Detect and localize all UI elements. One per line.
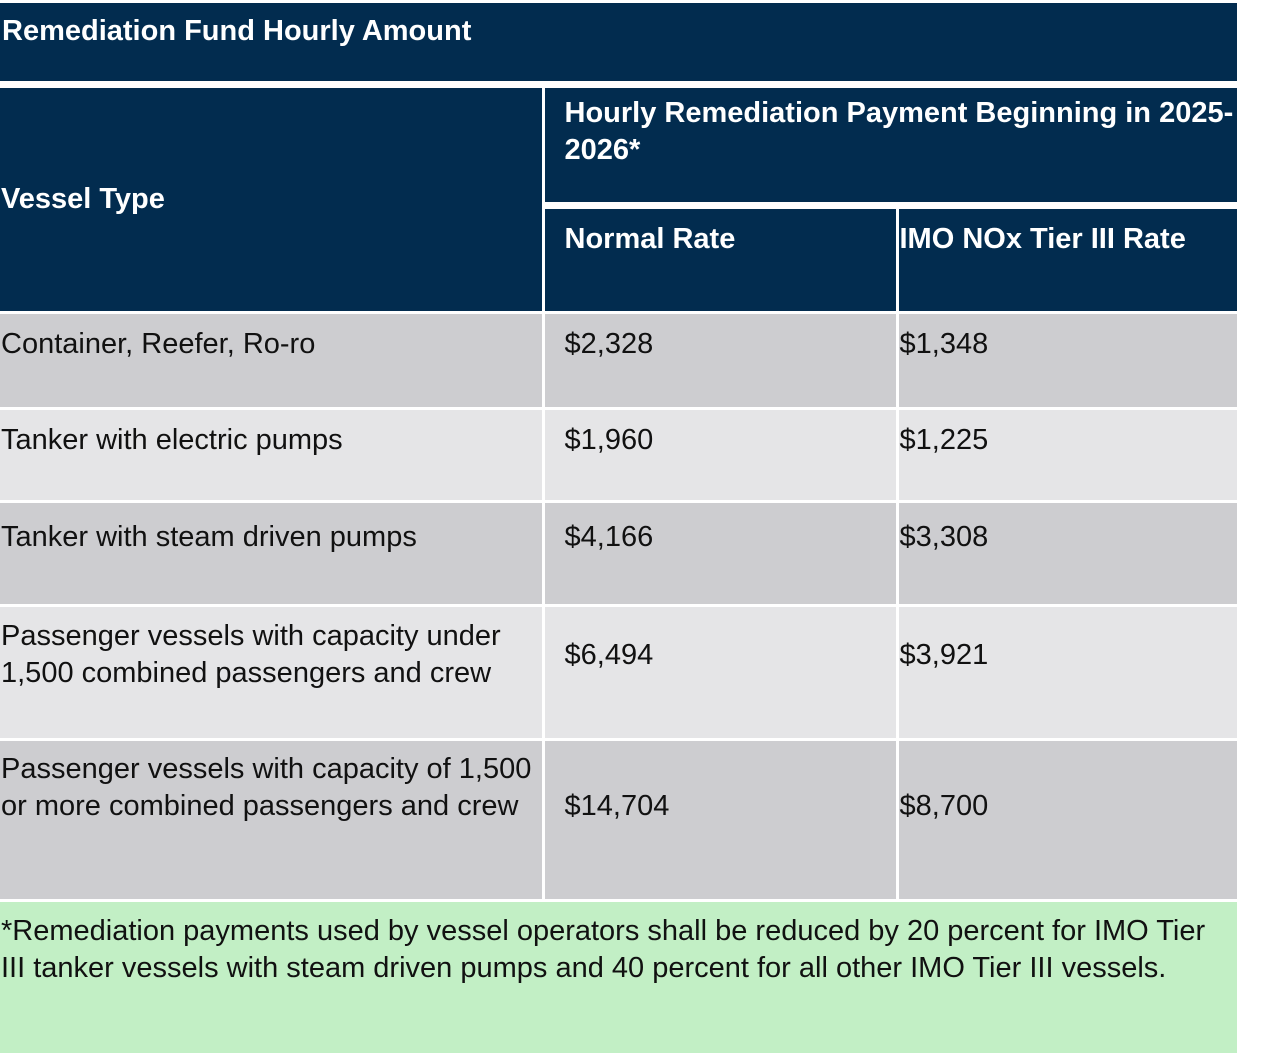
vessel-type-cell: Tanker with steam driven pumps [0,500,545,606]
table-footnote: *Remediation payments used by vessel ope… [0,899,1237,1053]
table-row: Passenger vessels with capacity of 1,500… [0,738,1238,899]
imo-rate-cell: $1,225 [897,407,1238,502]
table-row: Tanker with steam driven pumps $4,166 $3… [0,500,1238,606]
normal-rate-cell: $4,166 [543,500,899,606]
normal-rate-cell: $6,494 [543,604,899,740]
imo-rate-cell: $8,700 [897,738,1238,899]
remediation-fund-table-container: Remediation Fund Hourly Amount Vessel Ty… [0,3,1238,1053]
header-hourly-payment-group: Hourly Remediation Payment Beginning in … [543,88,1238,209]
remediation-rates-table: Vessel Type Hourly Remediation Payment B… [0,88,1238,899]
title-divider [0,81,1237,88]
imo-rate-cell: $1,348 [897,311,1238,409]
header-vessel-type: Vessel Type [0,88,545,313]
table-row: Container, Reefer, Ro-ro $2,328 $1,348 [0,311,1238,409]
normal-rate-cell: $14,704 [543,738,899,899]
normal-rate-cell: $2,328 [543,311,899,409]
header-imo-tier3-rate: IMO NOx Tier III Rate [897,205,1238,313]
table-row: Passenger vessels with capacity under 1,… [0,604,1238,740]
table-title: Remediation Fund Hourly Amount [0,3,1237,81]
vessel-type-cell: Tanker with electric pumps [0,407,545,502]
vessel-type-cell: Passenger vessels with capacity of 1,500… [0,738,545,899]
imo-rate-cell: $3,921 [897,604,1238,740]
imo-rate-cell: $3,308 [897,500,1238,606]
table-row: Tanker with electric pumps $1,960 $1,225 [0,407,1238,502]
vessel-type-cell: Passenger vessels with capacity under 1,… [0,604,545,740]
header-normal-rate: Normal Rate [543,205,899,313]
vessel-type-cell: Container, Reefer, Ro-ro [0,311,545,409]
normal-rate-cell: $1,960 [543,407,899,502]
